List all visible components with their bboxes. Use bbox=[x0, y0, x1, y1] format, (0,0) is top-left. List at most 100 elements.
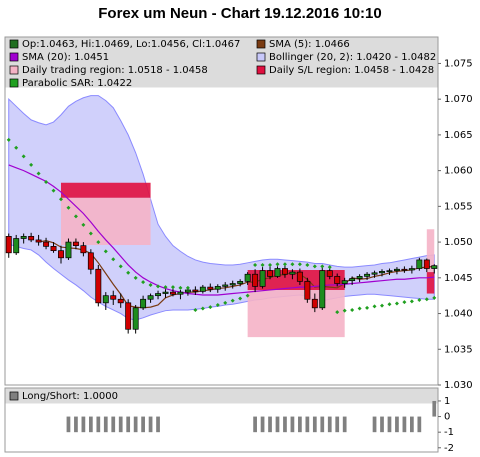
y-tick-label: 1.050 bbox=[444, 237, 473, 248]
chart-title: Forex um Neun - Chart 19.12.2016 10:10 bbox=[98, 5, 381, 22]
y-tick-label: 1.045 bbox=[444, 273, 473, 284]
band-area bbox=[426, 272, 435, 294]
y-tick-label: -2 bbox=[444, 443, 454, 454]
candle-body bbox=[431, 265, 438, 269]
candle-body bbox=[80, 245, 87, 254]
main-plot bbox=[5, 95, 438, 338]
sub-y-axis: 1 0 -1 -2 bbox=[438, 396, 454, 454]
candle-body bbox=[281, 268, 288, 275]
bar bbox=[380, 416, 384, 433]
candle-body bbox=[43, 241, 50, 247]
bar bbox=[118, 416, 123, 433]
sar-dot bbox=[200, 306, 205, 311]
sar-dot bbox=[14, 145, 19, 150]
sar-dot bbox=[178, 285, 183, 290]
candle-body bbox=[423, 259, 430, 269]
bar bbox=[141, 416, 145, 433]
bar bbox=[312, 416, 317, 433]
y-tick-label: 0 bbox=[444, 412, 450, 423]
candle-body bbox=[356, 276, 363, 279]
candle-body bbox=[364, 273, 371, 277]
candle-body bbox=[125, 302, 132, 330]
legend-swatch bbox=[256, 65, 266, 75]
bar bbox=[342, 416, 347, 433]
bar bbox=[417, 416, 422, 433]
sar-dot bbox=[44, 180, 49, 185]
bar bbox=[395, 416, 399, 433]
sar-dot bbox=[432, 295, 437, 300]
sar-dot bbox=[372, 304, 377, 309]
candle-body bbox=[341, 280, 348, 284]
sar-dot bbox=[260, 262, 265, 267]
sar-dot bbox=[118, 264, 123, 269]
bar bbox=[268, 416, 272, 433]
sar-dot bbox=[21, 154, 26, 159]
band-area bbox=[60, 197, 151, 245]
sar-dot bbox=[327, 265, 332, 270]
sar-dot bbox=[170, 285, 175, 290]
band-area bbox=[247, 289, 345, 338]
bar bbox=[111, 416, 116, 433]
sar-dot bbox=[163, 285, 168, 290]
bar bbox=[335, 416, 340, 433]
bar bbox=[432, 400, 437, 417]
sar-dot bbox=[409, 299, 414, 304]
bar bbox=[148, 416, 153, 433]
sar-dot bbox=[193, 307, 198, 312]
candle-body bbox=[252, 273, 259, 287]
legend-swatch bbox=[256, 52, 266, 62]
candle-body bbox=[267, 270, 273, 277]
legend-label: Bollinger (20, 2): 1.0420 - 1.0482 bbox=[269, 52, 436, 63]
legend-swatch bbox=[9, 52, 19, 62]
y-tick-label: 1.070 bbox=[444, 94, 473, 105]
sar-dot bbox=[342, 308, 347, 313]
candle-body bbox=[110, 295, 117, 300]
sar-dot bbox=[58, 197, 63, 202]
y-tick-label: 1.075 bbox=[444, 58, 473, 69]
bar bbox=[298, 416, 302, 433]
sar-dot bbox=[268, 262, 273, 267]
y-tick-label: 1.030 bbox=[444, 380, 473, 391]
bar bbox=[372, 416, 377, 433]
bar bbox=[74, 416, 78, 433]
y-tick-label: 1 bbox=[444, 396, 450, 407]
candle-body bbox=[326, 270, 333, 277]
sar-dot bbox=[424, 297, 429, 302]
bar bbox=[156, 416, 160, 433]
sar-dot bbox=[238, 296, 243, 301]
bar bbox=[103, 416, 108, 433]
bar bbox=[81, 416, 86, 433]
sar-dot bbox=[335, 310, 340, 315]
candle-body bbox=[222, 284, 229, 287]
candle-body bbox=[58, 250, 64, 259]
candle-body bbox=[13, 238, 20, 254]
sar-dot bbox=[208, 305, 213, 310]
candle-body bbox=[319, 270, 326, 309]
sar-dot bbox=[81, 222, 86, 227]
bar bbox=[88, 416, 93, 433]
candle-body bbox=[199, 286, 206, 292]
bar bbox=[66, 416, 71, 433]
sar-dot bbox=[36, 171, 41, 176]
candle-body bbox=[408, 268, 415, 271]
sar-dot bbox=[290, 262, 295, 267]
candle-body bbox=[379, 271, 385, 274]
candle-body bbox=[274, 268, 281, 277]
candle-body bbox=[349, 278, 356, 282]
bar bbox=[126, 416, 131, 433]
sar-dot bbox=[320, 264, 325, 269]
candle-body bbox=[147, 295, 154, 300]
sar-dot bbox=[380, 303, 385, 308]
legend-label: Daily S/L region: 1.0458 - 1.0428 bbox=[269, 65, 434, 76]
candle-body bbox=[334, 276, 341, 284]
bar bbox=[327, 416, 332, 433]
sar-dot bbox=[230, 298, 235, 303]
candle-body bbox=[28, 236, 35, 241]
candle-body bbox=[192, 289, 199, 292]
y-tick-label: 1.060 bbox=[444, 166, 473, 177]
sar-dot bbox=[387, 302, 392, 307]
candle-body bbox=[371, 272, 378, 275]
sar-dot bbox=[275, 262, 280, 267]
legend: Op:1.0463, Hi:1.0469, Lo:1.0456, Cl:1.04… bbox=[9, 39, 436, 89]
